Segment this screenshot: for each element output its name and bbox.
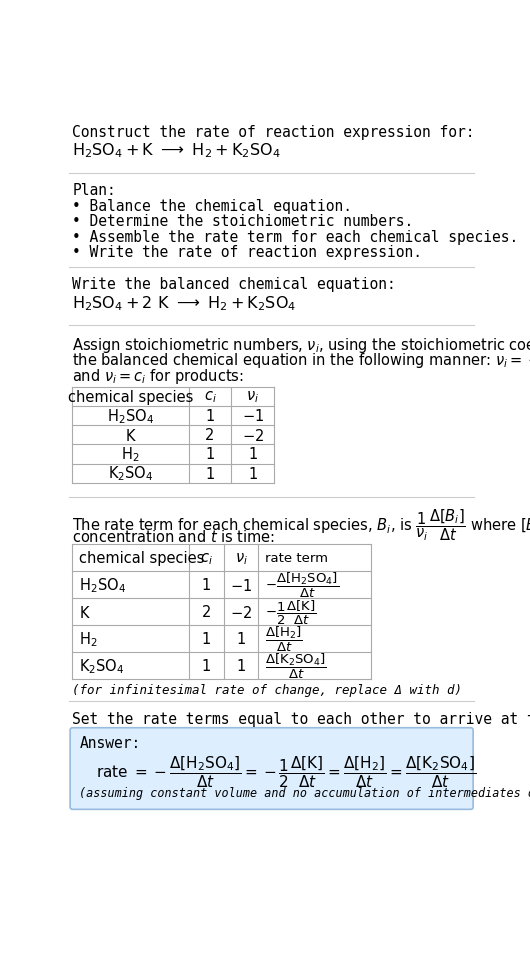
Text: 1: 1: [248, 467, 257, 481]
Text: $\mathrm{K_2SO_4}$: $\mathrm{K_2SO_4}$: [108, 465, 153, 483]
Text: rate term: rate term: [264, 552, 328, 565]
Text: $\mathrm{H_2SO_4}$: $\mathrm{H_2SO_4}$: [78, 576, 126, 595]
Text: Assign stoichiometric numbers, $\nu_i$, using the stoichiometric coefficients, $: Assign stoichiometric numbers, $\nu_i$, …: [73, 336, 530, 355]
FancyBboxPatch shape: [70, 728, 473, 809]
Text: $\dfrac{\Delta[\mathrm{H_2}]}{\Delta t}$: $\dfrac{\Delta[\mathrm{H_2}]}{\Delta t}$: [264, 625, 303, 654]
Text: Construct the rate of reaction expression for:: Construct the rate of reaction expressio…: [73, 125, 475, 140]
Text: (for infinitesimal rate of change, replace Δ with d): (for infinitesimal rate of change, repla…: [73, 684, 463, 697]
Text: 1: 1: [248, 447, 257, 463]
Text: $\nu_i$: $\nu_i$: [246, 389, 259, 405]
Text: rate $= -\dfrac{\Delta[\mathrm{H_2SO_4}]}{\Delta t} = -\dfrac{1}{2}\dfrac{\Delta: rate $= -\dfrac{\Delta[\mathrm{H_2SO_4}]…: [96, 754, 476, 791]
Text: $-\dfrac{1}{2}\dfrac{\Delta[\mathrm{K}]}{\Delta t}$: $-\dfrac{1}{2}\dfrac{\Delta[\mathrm{K}]}…: [264, 598, 316, 627]
Text: 1: 1: [201, 659, 211, 674]
Text: 1: 1: [236, 659, 245, 674]
Text: $\mathrm{K}$: $\mathrm{K}$: [125, 427, 136, 443]
Text: 1: 1: [201, 578, 211, 593]
Text: and $\nu_i = c_i$ for products:: and $\nu_i = c_i$ for products:: [73, 367, 244, 386]
Text: $\dfrac{\Delta[\mathrm{K_2SO_4}]}{\Delta t}$: $\dfrac{\Delta[\mathrm{K_2SO_4}]}{\Delta…: [264, 652, 326, 681]
Text: concentration and $t$ is time:: concentration and $t$ is time:: [73, 529, 276, 545]
Text: $c_i$: $c_i$: [200, 550, 213, 566]
Text: $\nu_i$: $\nu_i$: [235, 550, 248, 566]
Text: 1: 1: [206, 467, 215, 481]
Text: $-\dfrac{\Delta[\mathrm{H_2SO_4}]}{\Delta t}$: $-\dfrac{\Delta[\mathrm{H_2SO_4}]}{\Delt…: [264, 571, 339, 600]
Text: chemical species: chemical species: [68, 389, 193, 404]
Text: 1: 1: [201, 632, 211, 647]
Text: $-1$: $-1$: [230, 578, 252, 593]
Text: 1: 1: [206, 447, 215, 463]
Text: The rate term for each chemical species, $B_i$, is $\dfrac{1}{\nu_i}\dfrac{\Delt: The rate term for each chemical species,…: [73, 508, 530, 543]
Text: 2: 2: [205, 428, 215, 443]
Text: • Determine the stoichiometric numbers.: • Determine the stoichiometric numbers.: [73, 214, 414, 229]
Text: $-2$: $-2$: [230, 604, 252, 621]
Text: 1: 1: [206, 409, 215, 424]
Text: 2: 2: [201, 605, 211, 620]
Text: $\mathrm{H_2}$: $\mathrm{H_2}$: [78, 630, 97, 649]
Text: $\mathrm{K_2SO_4}$: $\mathrm{K_2SO_4}$: [78, 657, 124, 675]
Text: $\mathrm{H_2SO_4 + 2\ K \ \longrightarrow \ H_2 + K_2SO_4}$: $\mathrm{H_2SO_4 + 2\ K \ \longrightarro…: [73, 294, 297, 313]
Text: • Assemble the rate term for each chemical species.: • Assemble the rate term for each chemic…: [73, 229, 519, 245]
Text: (assuming constant volume and no accumulation of intermediates or side products): (assuming constant volume and no accumul…: [78, 787, 530, 800]
Text: $-2$: $-2$: [242, 427, 264, 443]
Text: $\mathrm{H_2SO_4 + K \ \longrightarrow \ H_2 + K_2SO_4}$: $\mathrm{H_2SO_4 + K \ \longrightarrow \…: [73, 142, 281, 160]
Text: Set the rate terms equal to each other to arrive at the rate expression:: Set the rate terms equal to each other t…: [73, 712, 530, 726]
Text: chemical species: chemical species: [78, 551, 204, 566]
Text: • Write the rate of reaction expression.: • Write the rate of reaction expression.: [73, 245, 422, 260]
Text: Plan:: Plan:: [73, 183, 116, 198]
Text: $\mathrm{H_2SO_4}$: $\mathrm{H_2SO_4}$: [107, 407, 154, 426]
Text: $c_i$: $c_i$: [204, 389, 216, 405]
Text: $-1$: $-1$: [242, 408, 264, 425]
Text: • Balance the chemical equation.: • Balance the chemical equation.: [73, 199, 352, 214]
Text: Answer:: Answer:: [80, 736, 142, 752]
Text: 1: 1: [236, 632, 245, 647]
Text: Write the balanced chemical equation:: Write the balanced chemical equation:: [73, 277, 396, 292]
Text: $\mathrm{K}$: $\mathrm{K}$: [78, 604, 91, 621]
Text: $\mathrm{H_2}$: $\mathrm{H_2}$: [121, 445, 140, 465]
Text: the balanced chemical equation in the following manner: $\nu_i = -c_i$ for react: the balanced chemical equation in the fo…: [73, 351, 530, 370]
